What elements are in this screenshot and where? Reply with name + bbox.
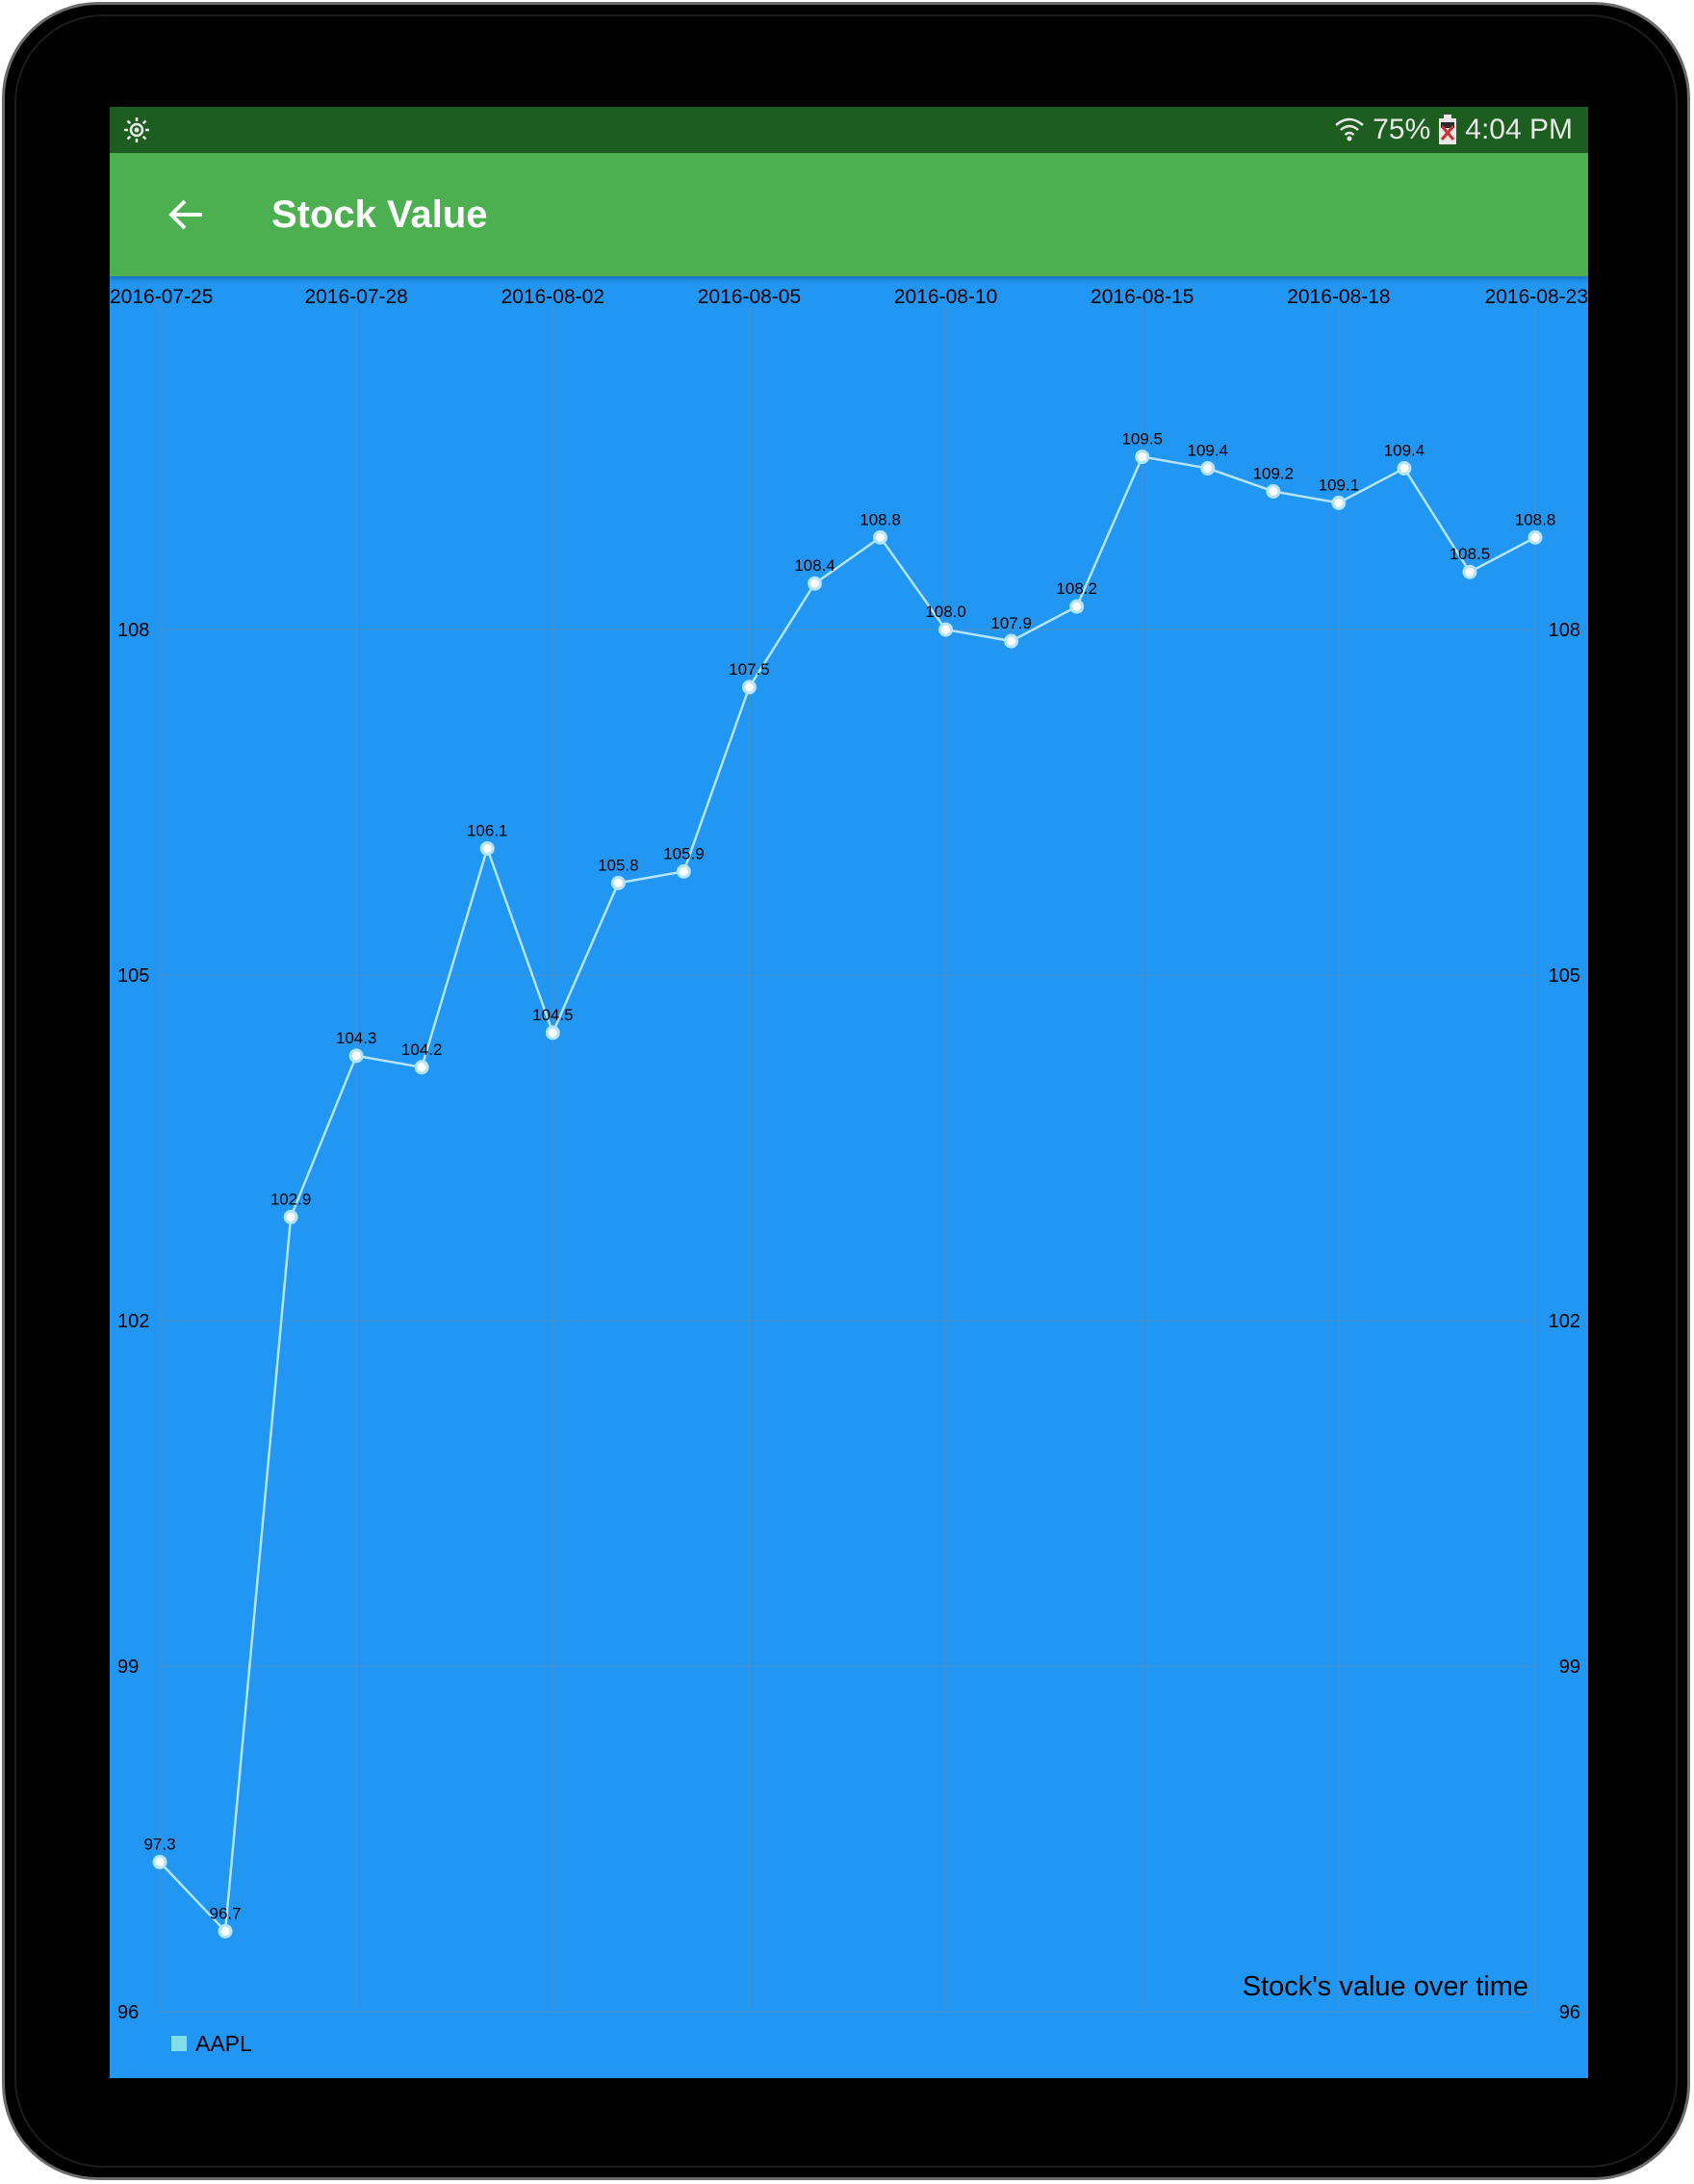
legend-swatch-aapl: [171, 2036, 187, 2051]
y-axis-labels: 96 96 99 99 102 102 105 105 108 108: [117, 620, 1580, 2023]
clock: 4:04 PM: [1465, 114, 1573, 145]
data-point: [545, 1025, 560, 1041]
data-point: [676, 863, 691, 879]
y-tick-label-left: 99: [117, 1657, 139, 1678]
data-points: [152, 450, 1543, 1939]
data-point: [808, 576, 822, 591]
data-point: [1462, 564, 1477, 579]
data-point: [1266, 483, 1281, 499]
data-label: 109.4: [1384, 442, 1425, 460]
x-tick-label: 2016-08-05: [698, 286, 801, 308]
data-label: 108.2: [1056, 579, 1097, 598]
data-labels: 97.3 96.7 102.9 104.3 104.2 106.1 104.5 105.8 10…: [143, 430, 1555, 1923]
data-label: 105.9: [663, 844, 705, 862]
data-label: 104.3: [336, 1029, 377, 1047]
y-tick-label-right: 99: [1559, 1657, 1580, 1678]
page-title: Stock Value: [271, 193, 488, 236]
app-bar: Stock Value: [110, 153, 1588, 276]
status-right: 75% 4:04 PM: [1334, 107, 1573, 153]
x-tick-label: 2016-07-28: [304, 286, 407, 308]
y-tick-label-left: 105: [117, 965, 149, 987]
status-bar: 75% 4:04 PM: [110, 107, 1588, 153]
data-label: 104.5: [532, 1006, 574, 1024]
x-tick-label: 2016-07-25: [110, 286, 213, 308]
y-tick-label-right: 102: [1549, 1311, 1580, 1332]
data-point: [1004, 633, 1019, 649]
data-point: [1331, 495, 1347, 510]
arrow-back-icon[interactable]: [158, 186, 216, 244]
data-point: [1527, 529, 1543, 545]
data-point: [283, 1209, 298, 1224]
y-tick-label-left: 96: [117, 2002, 139, 2023]
data-point: [348, 1048, 364, 1064]
x-tick-label: 2016-08-23: [1485, 286, 1588, 308]
battery-icon: [1439, 115, 1457, 144]
data-point: [479, 840, 495, 856]
data-label: 106.1: [467, 821, 508, 839]
data-label: 108.5: [1450, 545, 1491, 563]
chart-grid: [159, 307, 1537, 2013]
data-point: [1069, 599, 1085, 614]
stock-line-chart: 2016-07-25 2016-07-28 2016-08-02 2016-08-05…: [110, 286, 1588, 2056]
data-label: 109.2: [1253, 464, 1295, 482]
data-point: [873, 529, 888, 545]
data-point: [1397, 461, 1412, 476]
data-label: 97.3: [143, 1836, 175, 1854]
y-tick-label-right: 96: [1559, 2002, 1580, 2023]
data-point: [152, 1855, 167, 1870]
app-screen: 75% 4:04 PM Stock Value 2016-07-25 2016-0…: [110, 107, 1588, 2078]
x-tick-label: 2016-08-10: [894, 286, 997, 308]
wifi-icon: [1335, 117, 1365, 141]
battery-percent: 75%: [1373, 114, 1431, 145]
data-point: [741, 680, 757, 695]
x-axis-labels: 2016-07-25 2016-07-28 2016-08-02 2016-08-05…: [110, 286, 1588, 308]
data-label: 96.7: [210, 1904, 242, 1922]
data-label: 108.8: [860, 510, 901, 528]
data-label: 109.4: [1188, 442, 1229, 460]
data-point: [610, 875, 626, 890]
data-label: 108.0: [925, 603, 966, 621]
brightness-icon: [124, 117, 149, 142]
data-label: 109.5: [1121, 430, 1163, 449]
data-point: [1200, 461, 1216, 476]
y-tick-label-right: 105: [1549, 965, 1580, 987]
x-tick-label: 2016-08-18: [1287, 286, 1390, 308]
data-label: 107.5: [729, 660, 770, 679]
data-label: 109.1: [1319, 475, 1360, 494]
data-label: 107.9: [990, 614, 1032, 632]
x-tick-label: 2016-08-02: [501, 286, 604, 308]
tablet-bezel: [14, 14, 1678, 2168]
data-point: [414, 1060, 429, 1075]
series-line-aapl: [159, 455, 1536, 1935]
y-tick-label-right: 108: [1549, 620, 1580, 641]
data-label: 104.2: [401, 1041, 443, 1059]
data-point: [218, 1923, 233, 1939]
data-label: 108.4: [794, 556, 835, 575]
data-label: 105.8: [598, 856, 639, 874]
data-point: [1135, 450, 1150, 465]
data-label: 102.9: [270, 1190, 312, 1208]
chart-description: Stock's value over time: [1243, 1971, 1528, 2002]
y-tick-label-left: 108: [117, 620, 149, 641]
y-tick-label-left: 102: [117, 1311, 149, 1332]
x-tick-label: 2016-08-15: [1091, 286, 1194, 308]
legend-label-aapl: AAPL: [195, 2031, 252, 2056]
data-label: 108.8: [1515, 510, 1556, 528]
data-point: [938, 622, 954, 637]
